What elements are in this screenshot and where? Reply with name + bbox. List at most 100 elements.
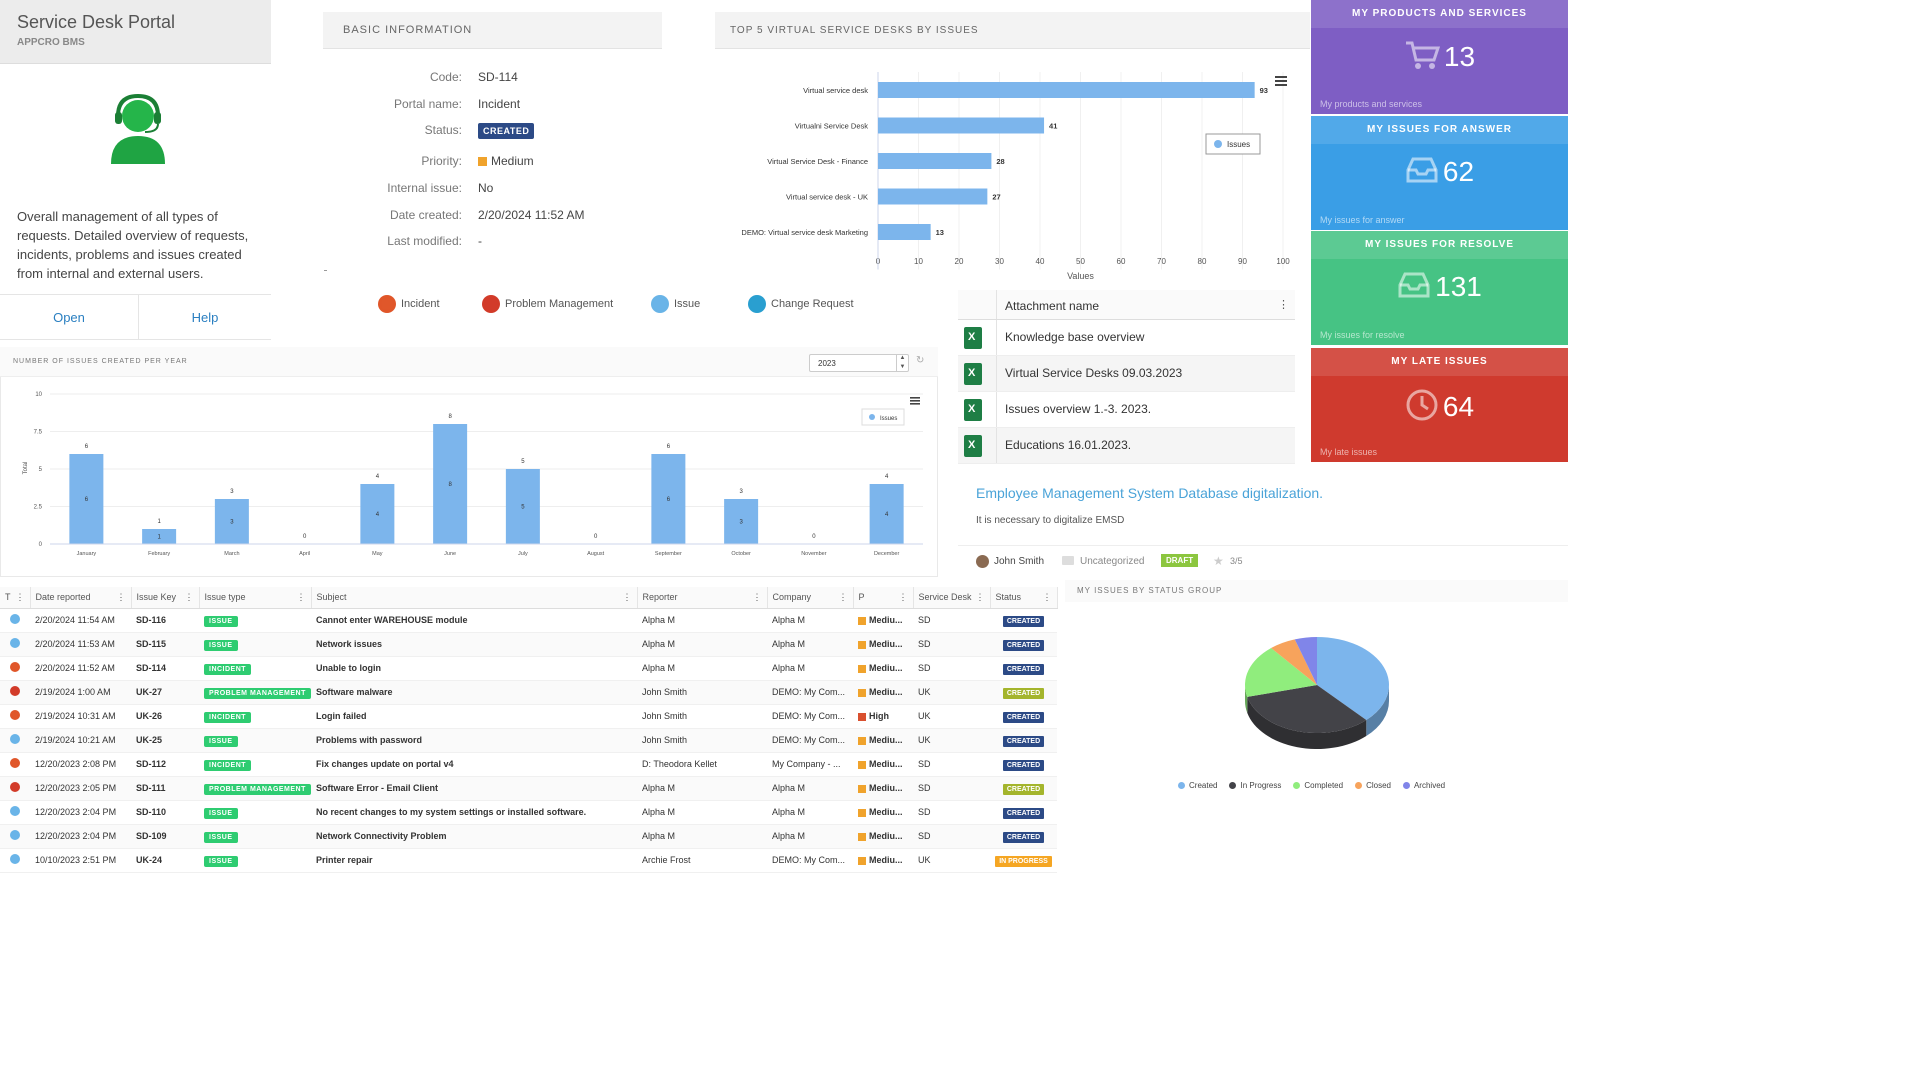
column-header[interactable]: Date reported ⋮ [30,587,132,609]
column-header[interactable]: Service Desk ⋮ [913,587,991,609]
attachment-row[interactable]: Knowledge base overview [958,320,1295,356]
kpi-header-band [1311,0,1568,28]
inbox-icon [1405,156,1439,191]
column-header[interactable]: T ⋮ [0,587,31,609]
priority-label: High [869,711,889,721]
table-row[interactable]: 12/20/2023 2:08 PM SD-112 INCIDENT Fix chan… [0,752,1057,777]
table-row[interactable]: 12/20/2023 2:04 PM SD-110 ISSUE No recent c… [0,800,1057,825]
column-menu-icon[interactable]: ⋮ [184,591,194,602]
attachment-row[interactable]: Issues overview 1.-3. 2023. [958,392,1295,428]
legend-item[interactable]: Archived [1402,781,1445,790]
table-row[interactable]: 2/20/2024 11:54 AM SD-116 ISSUE Cannot ente… [0,608,1057,633]
attachment-name[interactable]: Knowledge base overview [1005,330,1145,344]
column-header[interactable]: Issue Key ⋮ [131,587,200,609]
kpi-tile[interactable]: MY ISSUES FOR RESOLVE 131 My issues for re… [1311,231,1568,345]
table-row[interactable]: 12/20/2023 2:05 PM SD-111 PROBLEM MANAGEME… [0,776,1057,801]
table-row[interactable]: 12/20/2023 2:04 PM SD-109 ISSUE Network Con… [0,824,1057,849]
column-header[interactable]: Company ⋮ [767,587,854,609]
menu-bar [910,400,920,402]
attachment-row[interactable]: Educations 16.01.2023. [958,428,1295,464]
kb-category: Uncategorized [1080,556,1145,567]
kb-author[interactable]: John Smith [994,556,1045,567]
yearly-chart: 0 2.5 5 7.5 10 Total 6 6 January 1 1 February 3 3 Marc… [23,392,923,557]
attachment-name[interactable]: Virtual Service Desks 09.03.2023 [1005,366,1183,380]
column-menu-icon[interactable]: ⋮ [1042,591,1052,602]
column-header[interactable]: P ⋮ [853,587,914,609]
column-menu-icon[interactable]: ⋮ [975,591,985,602]
column-header[interactable]: Issue type ⋮ [199,587,312,609]
table-row[interactable]: 2/20/2024 11:53 AM SD-115 ISSUE Network iss… [0,632,1057,657]
column-header[interactable]: Reporter ⋮ [637,587,768,609]
data-label: 28 [996,157,1004,166]
priority-cell: Mediu... [853,800,913,825]
column-menu-icon[interactable]: ⋮ [752,591,762,602]
attachment-name[interactable]: Educations 16.01.2023. [1005,438,1132,452]
status-badge: CREATED [1002,688,1045,699]
column-header[interactable]: Status ⋮ [990,587,1058,609]
legend-item[interactable]: Completed [1293,781,1343,790]
issue-type-cell: ISSUE [199,728,311,753]
priority-cell: Mediu... [853,632,913,657]
issue-type-badge: ISSUE [204,856,238,867]
kpi-tile[interactable]: MY PRODUCTS AND SERVICES 13 My products an… [1311,0,1568,114]
table-row[interactable]: 2/20/2024 11:52 AM SD-114 INCIDENT Unable t… [0,656,1057,681]
attachment-row[interactable]: Virtual Service Desks 09.03.2023 [958,356,1295,392]
table-row[interactable]: 2/19/2024 10:21 AM UK-25 ISSUE Problems wit… [0,728,1057,753]
column-menu-icon[interactable]: ⋮ [296,591,306,602]
date-cell: 2/19/2024 10:21 AM [30,728,131,753]
status-group-chart [1245,637,1389,749]
inner-data-label: 1 [157,535,161,541]
help-link[interactable]: Help [191,310,219,325]
issue-type-cell: PROBLEM MANAGEMENT [199,776,311,801]
service-desk-cell: SD [913,752,990,777]
column-menu-icon[interactable]: ⋮ [898,591,908,602]
clock-icon [1405,388,1439,429]
type-icon-cell [0,776,30,801]
legend-item[interactable]: In Progress [1229,781,1281,790]
status-cell: IN PROGRESS [990,848,1057,873]
legend-marker [1355,782,1363,789]
legend-item[interactable]: Created [1178,781,1217,790]
column-menu-icon[interactable]: ⋮ [622,591,632,602]
legend-item[interactable]: Closed [1355,781,1391,790]
kpi-tile[interactable]: MY LATE ISSUES 64 My late issues [1311,348,1568,462]
quick-link-problem-management[interactable]: Problem Management [482,295,613,313]
priority-cell: Mediu... [853,608,913,633]
x-tick-label: December [874,551,900,557]
quick-link-change-request[interactable]: Change Request [748,295,854,313]
inner-data-label: 5 [521,505,525,511]
column-header[interactable]: Subject ⋮ [311,587,638,609]
subject-cell: Network Connectivity Problem [311,824,637,849]
incident-icon [10,710,20,720]
priority-cell: Mediu... [853,656,913,681]
quick-link-incident[interactable]: Incident [378,295,440,313]
quick-link-issue[interactable]: Issue [651,295,700,313]
issue-type-badge: INCIDENT [204,664,252,675]
table-row[interactable]: 10/10/2023 2:51 PM UK-24 ISSUE Printer repa… [0,848,1057,873]
priority-icon [858,712,866,721]
year-stepper[interactable]: ▲ ▼ [896,354,908,372]
kpi-tile[interactable]: MY ISSUES FOR ANSWER 62 My issues for answ… [1311,116,1568,230]
year-selector[interactable]: 2023 [809,354,909,372]
column-menu-icon[interactable]: ⋮ [15,591,25,602]
column-menu-icon[interactable]: ⋮ [1278,299,1289,311]
type-icon-cell [0,704,30,729]
legend-label: Closed [1366,781,1391,790]
kpi-footer: My products and services [1320,99,1423,109]
bar [724,499,759,544]
data-label: 5 [521,459,525,465]
column-menu-icon[interactable]: ⋮ [838,591,848,602]
attachment-name-header[interactable]: Attachment name [1005,299,1100,313]
priority-cell: High [853,704,913,729]
problem-icon [10,686,20,696]
table-row[interactable]: 2/19/2024 1:00 AM UK-27 PROBLEM MANAGEMENT… [0,680,1057,705]
refresh-icon[interactable]: ↻ [916,355,925,366]
column-menu-icon[interactable]: ⋮ [116,591,126,602]
attachment-name[interactable]: Issues overview 1.-3. 2023. [1005,402,1152,416]
date-cell: 2/19/2024 10:31 AM [30,704,131,729]
open-link[interactable]: Open [0,295,139,340]
priority-icon [858,688,866,697]
kb-article-title[interactable]: Employee Management System Database digi… [976,485,1324,501]
menu-bar [910,397,920,399]
table-row[interactable]: 2/19/2024 10:31 AM UK-26 INCIDENT Login fai… [0,704,1057,729]
